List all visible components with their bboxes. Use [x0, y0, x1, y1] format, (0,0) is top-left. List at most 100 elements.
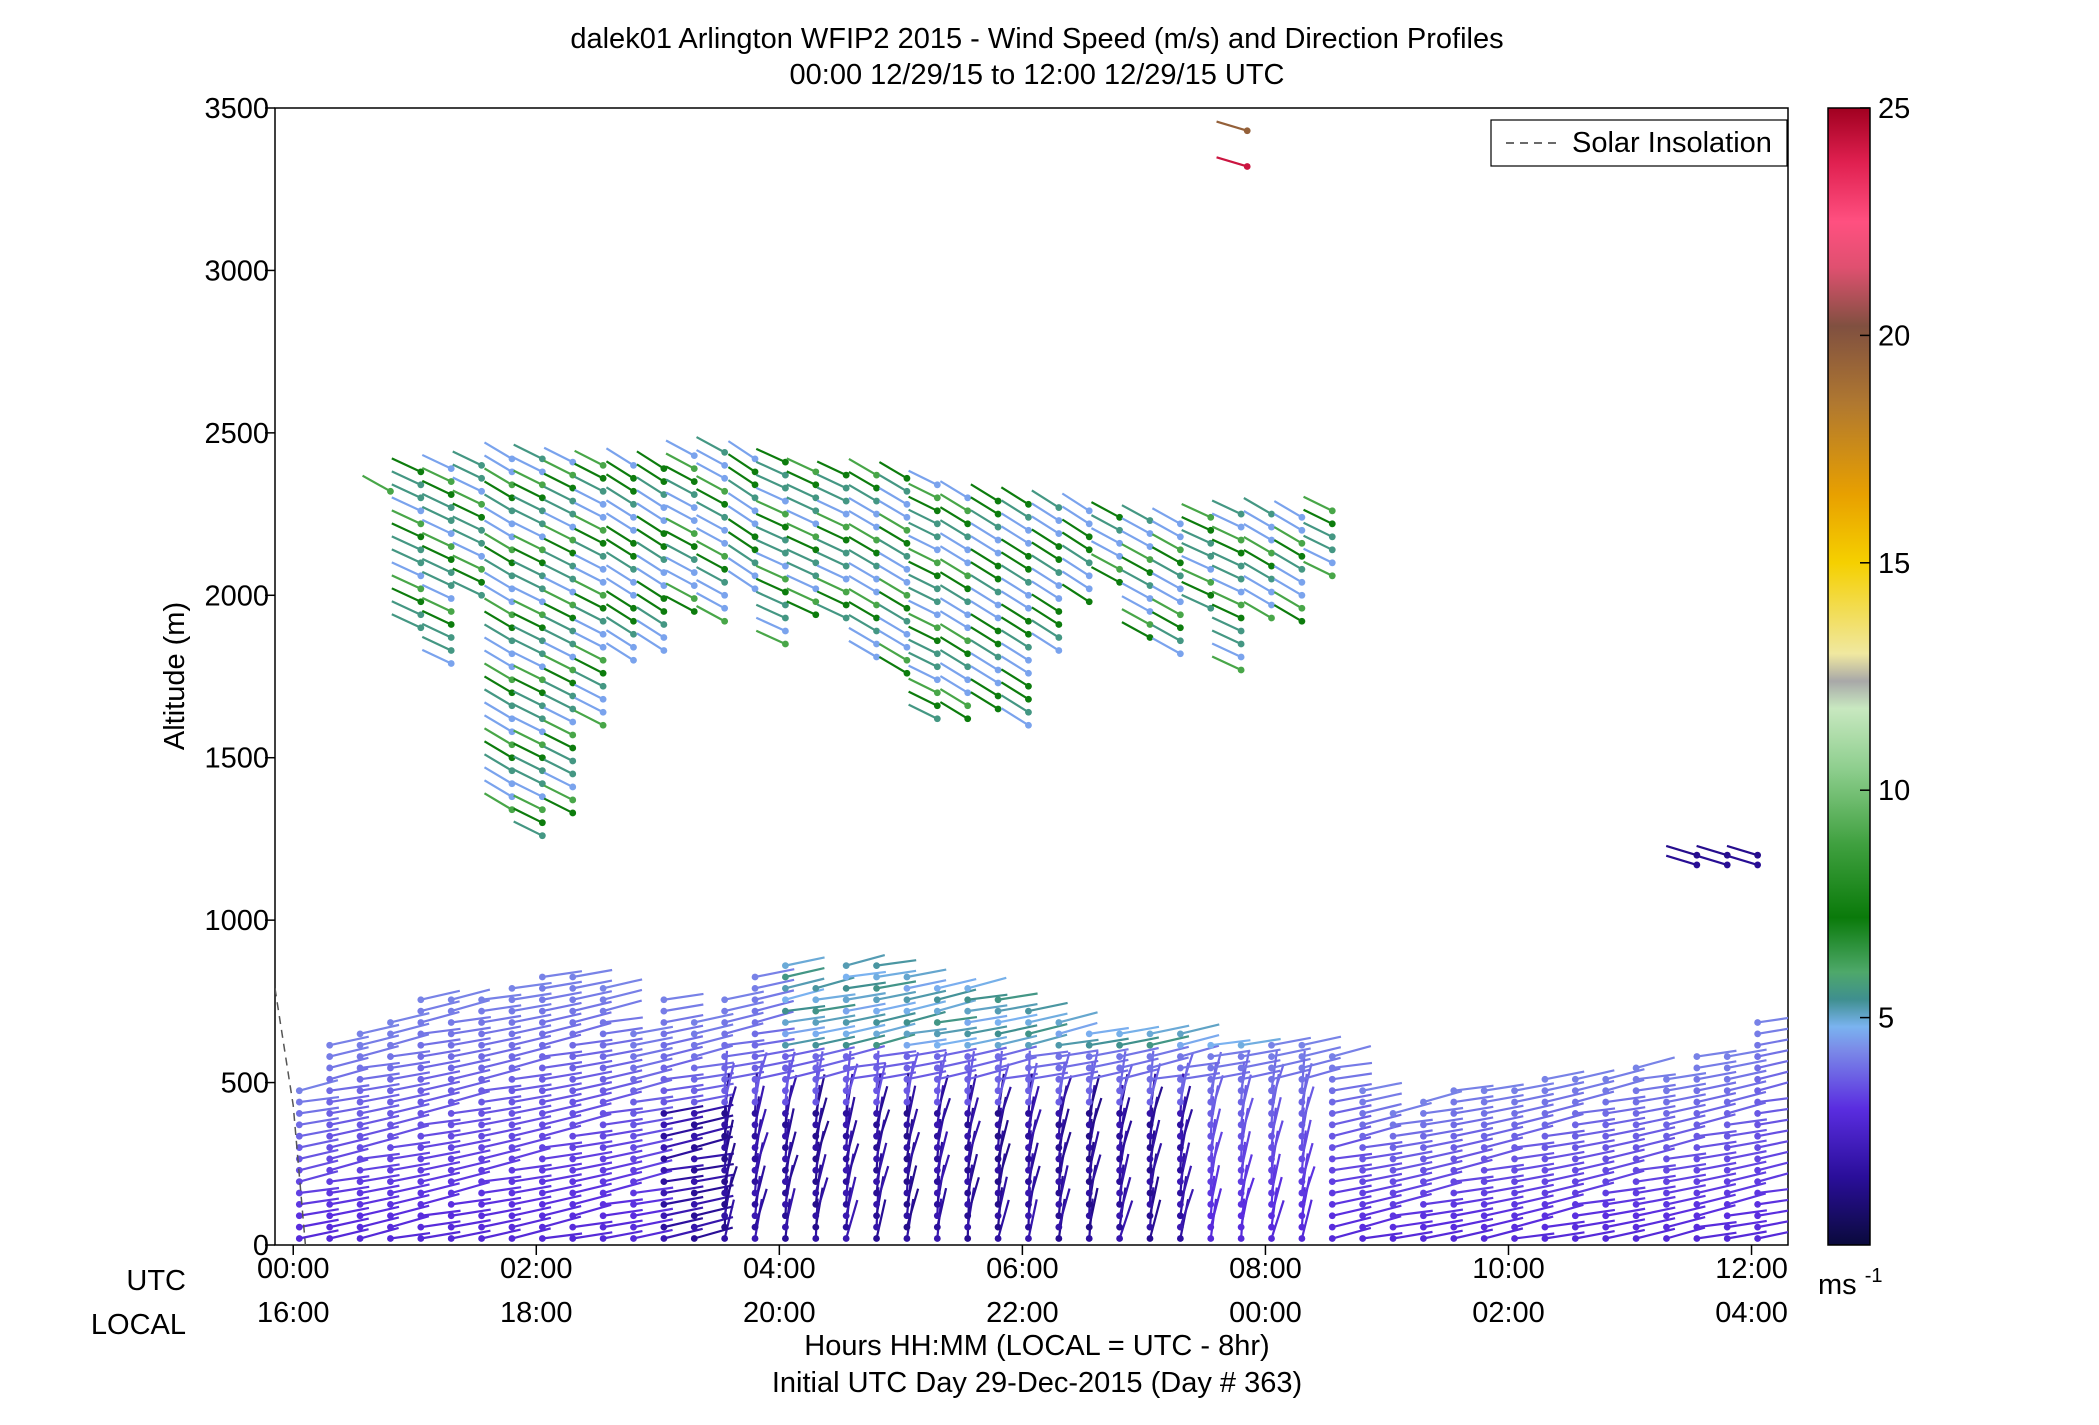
wind-barb-shaft — [876, 980, 917, 990]
wind-barb-shaft — [1090, 527, 1121, 545]
wind-barb-point — [1328, 1166, 1336, 1174]
wind-barb-point — [538, 780, 546, 788]
wind-barb-point — [933, 1075, 941, 1083]
x-axis-sublabel: Initial UTC Day 29-Dec-2015 (Day # 363) — [772, 1367, 1302, 1399]
wind-barb-shaft — [451, 1015, 491, 1024]
wind-barb-shaft — [997, 1119, 1009, 1160]
wind-barb-shaft — [299, 1095, 340, 1104]
wind-barb-point — [1754, 1075, 1762, 1083]
wind-barb-point — [1055, 543, 1063, 550]
wind-barb-point — [538, 572, 546, 580]
wind-barb-shaft — [452, 554, 483, 571]
wind-barb-point — [447, 582, 455, 589]
wind-barb-point — [690, 1132, 698, 1140]
wind-barb-point — [903, 500, 911, 508]
wind-barb-shaft — [481, 1095, 522, 1104]
wind-barb-point — [782, 640, 789, 648]
wind-barb-shaft — [572, 1070, 613, 1081]
wind-barb-shaft — [1181, 593, 1212, 610]
wind-barb-point — [1176, 572, 1184, 580]
wind-barb-point — [903, 1075, 911, 1083]
wind-barb-shaft — [602, 1149, 643, 1160]
wind-barb-point — [478, 565, 485, 573]
wind-barb-point — [782, 614, 789, 622]
wind-barb-shaft — [1544, 1231, 1585, 1240]
wind-barb-point — [447, 1189, 455, 1197]
wind-barb-point — [812, 1087, 820, 1095]
wind-barb-shaft — [633, 1025, 674, 1035]
wind-barb-point — [1025, 1041, 1032, 1049]
wind-barb-point — [1116, 1200, 1124, 1208]
wind-barb-point — [660, 543, 668, 550]
wind-barb-point — [1754, 1212, 1762, 1220]
wind-barb-shaft — [876, 1001, 916, 1013]
wind-barb-shaft — [481, 1046, 521, 1058]
wind-barb-point — [538, 676, 546, 684]
wind-barb-shaft — [970, 652, 999, 671]
wind-barb-point — [1693, 1053, 1701, 1060]
wind-barb-shaft — [1332, 1173, 1372, 1183]
wind-barb-shaft — [329, 1206, 370, 1217]
wind-barb-shaft — [572, 1220, 613, 1229]
wind-barb-shaft — [1666, 1103, 1706, 1115]
wind-barb-shaft — [1453, 1105, 1494, 1115]
wind-barb-shaft — [359, 1104, 400, 1115]
wind-barb-shaft — [513, 768, 543, 785]
wind-barb-shaft — [786, 470, 817, 486]
wind-barb-shaft — [1273, 513, 1303, 532]
wind-barb-point — [1207, 1041, 1215, 1049]
wind-barb-point — [1754, 851, 1762, 859]
wind-barb-shaft — [1423, 1128, 1463, 1138]
wind-barb-shaft — [359, 1163, 400, 1172]
wind-barb-shaft — [1605, 1159, 1645, 1172]
wind-barb-shaft — [542, 1183, 582, 1195]
wind-barb-shaft — [1300, 1199, 1313, 1239]
wind-barb-shaft — [1209, 1165, 1221, 1205]
wind-barb-point — [842, 575, 850, 583]
wind-barb-shaft — [1666, 1205, 1706, 1217]
wind-barb-point — [1723, 1121, 1731, 1129]
wind-barb-shaft — [663, 1035, 704, 1047]
wind-barb-point — [933, 1007, 941, 1015]
wind-barb-shaft — [1148, 1142, 1163, 1182]
wind-barb-shaft — [451, 1117, 491, 1126]
wind-barb-point — [1055, 1132, 1063, 1140]
wind-barb-shaft — [1151, 572, 1181, 590]
wind-barb-shaft — [1757, 1140, 1788, 1149]
wind-barb-point — [478, 1212, 485, 1220]
wind-barb-shaft — [1148, 1176, 1160, 1216]
wind-barb-point — [1085, 1189, 1093, 1197]
wind-barb-shaft — [1028, 1023, 1068, 1035]
wind-barb-shaft — [727, 453, 756, 473]
wind-barb-shaft — [1151, 585, 1181, 603]
wind-barb-shaft — [878, 552, 908, 571]
wind-barb-point — [569, 549, 577, 557]
wind-barb-shaft — [1362, 1204, 1402, 1217]
wind-barb-point — [417, 1110, 425, 1117]
wind-barb-point — [1025, 1166, 1032, 1174]
wind-barb-point — [751, 507, 759, 515]
wind-barb-point — [1663, 1178, 1670, 1186]
wind-barb-point — [1207, 1087, 1215, 1095]
wind-barb-point — [508, 481, 516, 489]
wind-barb-point — [721, 513, 729, 521]
wind-barb-shaft — [878, 539, 908, 558]
x-tick-label-local: 18:00 — [500, 1297, 573, 1329]
wind-barb-point — [690, 1166, 698, 1174]
wind-barb-point — [326, 1121, 334, 1129]
y-tick-label: 3000 — [204, 255, 269, 287]
wind-barb-shaft — [359, 1114, 400, 1126]
wind-barb-point — [1146, 608, 1154, 615]
wind-barb-point — [1480, 1144, 1488, 1151]
wind-barb-shaft — [421, 596, 452, 613]
wind-barb-point — [630, 474, 637, 482]
wind-barb-point — [1268, 510, 1275, 518]
wind-barb-shaft — [452, 476, 483, 493]
wind-barb-shaft — [1423, 1159, 1463, 1172]
wind-barb-point — [751, 1030, 759, 1038]
wind-barb-point — [447, 1064, 455, 1072]
wind-barb-point — [964, 637, 972, 645]
wind-barb-point — [903, 1189, 911, 1197]
wind-barb-shaft — [420, 1209, 461, 1217]
